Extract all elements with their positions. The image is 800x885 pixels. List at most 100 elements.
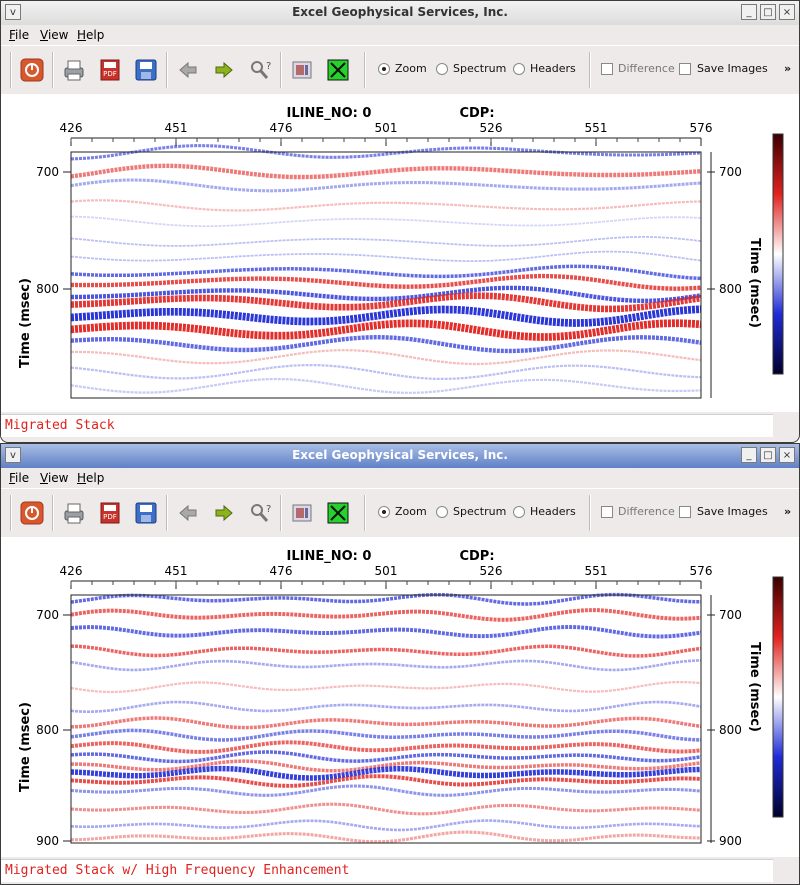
- back-arrow-icon[interactable]: [176, 58, 200, 82]
- y-tick-label-right: 800: [719, 282, 742, 296]
- reflector-band: [70, 264, 702, 281]
- plot-frame: [70, 151, 702, 399]
- x-tick-label: 526: [480, 564, 503, 578]
- menu-file[interactable]: File: [9, 471, 30, 485]
- power-icon[interactable]: [20, 58, 44, 82]
- svg-text:PDF: PDF: [103, 70, 117, 78]
- toolbar-separator: [166, 495, 168, 531]
- reflector-band: [71, 285, 702, 303]
- y-tick-label-left: 700: [36, 608, 59, 622]
- save-disk-icon[interactable]: [134, 58, 158, 82]
- reflector-band: [70, 305, 702, 327]
- seismic-section-plot[interactable]: ILINE_NO: 0 CDP: Time (msec) Time (msec)…: [1, 537, 799, 857]
- reflector-band: [70, 178, 702, 193]
- seismic-window-migrated-stack: v Excel Geophysical Services, Inc. _ □ ×…: [0, 0, 800, 443]
- seismic-plot-area: ILINE_NO: 0 CDP: Time (msec) Time (msec)…: [1, 94, 799, 412]
- toolbar-overflow-button[interactable]: »: [784, 62, 792, 75]
- close-button[interactable]: ×: [779, 4, 795, 20]
- y-axis-label-left: Time (msec): [18, 278, 33, 368]
- save-images-checkbox[interactable]: [679, 63, 691, 75]
- x-tick-label: 576: [690, 121, 713, 135]
- reflector-band: [70, 273, 702, 291]
- spectrum-radio[interactable]: [436, 63, 448, 75]
- minimize-button[interactable]: _: [741, 447, 757, 463]
- y-axis-label-left: Time (msec): [18, 702, 33, 792]
- help-icon[interactable]: ?: [248, 501, 272, 525]
- forward-arrow-icon[interactable]: [212, 58, 236, 82]
- save-images-checkbox[interactable]: [679, 506, 691, 518]
- reflector-band: [71, 830, 702, 844]
- x-tick-label: 501: [375, 564, 398, 578]
- reflector-band: [70, 377, 702, 394]
- save-images-label: Save Images: [697, 505, 768, 518]
- menu-view[interactable]: View: [40, 471, 69, 485]
- menu-help[interactable]: Help: [77, 28, 105, 42]
- close-button[interactable]: ×: [779, 447, 795, 463]
- window-menu-button[interactable]: v: [5, 4, 21, 20]
- reflector-band: [70, 592, 701, 606]
- menu-view[interactable]: View: [40, 28, 69, 42]
- reflector-band: [70, 250, 702, 262]
- reflector-band: [70, 659, 702, 672]
- image-icon[interactable]: [290, 501, 314, 525]
- x-tick-label: 501: [375, 121, 398, 135]
- reflector-band: [70, 292, 702, 313]
- minimize-button[interactable]: _: [741, 4, 757, 20]
- save-disk-icon[interactable]: [134, 501, 158, 525]
- caption-panel: Migrated Stack w/ High Frequency Enhance…: [1, 859, 773, 882]
- forward-arrow-icon[interactable]: [212, 501, 236, 525]
- reflector-band: [70, 802, 702, 816]
- reflector-band: [70, 774, 702, 788]
- image-icon[interactable]: [290, 58, 314, 82]
- title-bar[interactable]: v Excel Geophysical Services, Inc. _ □ ×: [1, 444, 799, 468]
- svg-text:PDF: PDF: [103, 513, 117, 521]
- x-tick-label: 526: [480, 121, 503, 135]
- reflector-band: [70, 215, 702, 228]
- seismic-window-high-frequency: v Excel Geophysical Services, Inc. _ □ ×…: [0, 443, 800, 885]
- caption-panel: Migrated Stack: [1, 414, 773, 437]
- headers-radio[interactable]: [513, 63, 525, 75]
- window-menu-button[interactable]: v: [5, 447, 21, 463]
- y-tick-label-left: 800: [36, 282, 59, 296]
- spectrum-radio[interactable]: [436, 506, 448, 518]
- zoom-label: Zoom: [395, 62, 427, 75]
- help-icon[interactable]: ?: [248, 58, 272, 82]
- close-x-icon[interactable]: [326, 501, 350, 525]
- power-icon[interactable]: [20, 501, 44, 525]
- y-tick-label-left: 700: [36, 165, 59, 179]
- maximize-button[interactable]: □: [760, 4, 776, 20]
- y-tick-label-left: 900: [36, 834, 59, 848]
- title-bar[interactable]: v Excel Geophysical Services, Inc. _ □ ×: [1, 1, 799, 25]
- difference-checkbox[interactable]: [601, 63, 613, 75]
- window-title: Excel Geophysical Services, Inc.: [292, 448, 508, 462]
- amplitude-colorbar: [772, 576, 784, 818]
- save-images-label: Save Images: [697, 62, 768, 75]
- printer-icon[interactable]: [62, 58, 86, 82]
- reflector-band: [70, 625, 702, 639]
- back-arrow-icon[interactable]: [176, 501, 200, 525]
- reflector-band: [70, 163, 702, 180]
- pdf-icon[interactable]: PDF: [98, 58, 122, 82]
- zoom-radio[interactable]: [378, 63, 390, 75]
- difference-checkbox[interactable]: [601, 506, 613, 518]
- section-caption: Migrated Stack w/ High Frequency Enhance…: [5, 863, 350, 878]
- menu-file[interactable]: File: [9, 28, 30, 42]
- toolbar-separator: [166, 52, 168, 88]
- reflector-band: [70, 319, 702, 341]
- headers-radio[interactable]: [513, 506, 525, 518]
- x-tick-label: 551: [585, 121, 608, 135]
- reflector-band: [70, 364, 702, 380]
- printer-icon[interactable]: [62, 501, 86, 525]
- zoom-label: Zoom: [395, 505, 427, 518]
- y-tick-label-right: 700: [719, 165, 742, 179]
- difference-label: Difference: [618, 505, 675, 518]
- reflector-band: [70, 644, 702, 658]
- toolbar-overflow-button[interactable]: »: [784, 505, 792, 518]
- zoom-radio[interactable]: [378, 506, 390, 518]
- close-x-icon[interactable]: [326, 58, 350, 82]
- seismic-section-plot[interactable]: ILINE_NO: 0 CDP: Time (msec) Time (msec)…: [1, 94, 799, 412]
- maximize-button[interactable]: □: [760, 447, 776, 463]
- menu-help[interactable]: Help: [77, 471, 105, 485]
- headers-label: Headers: [530, 62, 576, 75]
- pdf-icon[interactable]: PDF: [98, 501, 122, 525]
